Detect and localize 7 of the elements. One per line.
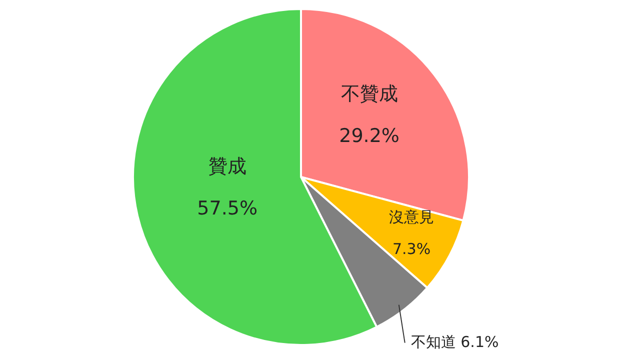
data-label: 29.2% <box>339 124 400 147</box>
slice-label: 不知道 6.1% <box>410 332 499 350</box>
slice-label: 贊成 <box>208 156 246 178</box>
slice-label: 沒意見 <box>389 208 434 226</box>
data-label: 7.3% <box>392 240 431 258</box>
slice-label: 不贊成 <box>340 82 398 105</box>
data-label: 57.5% <box>197 198 258 220</box>
